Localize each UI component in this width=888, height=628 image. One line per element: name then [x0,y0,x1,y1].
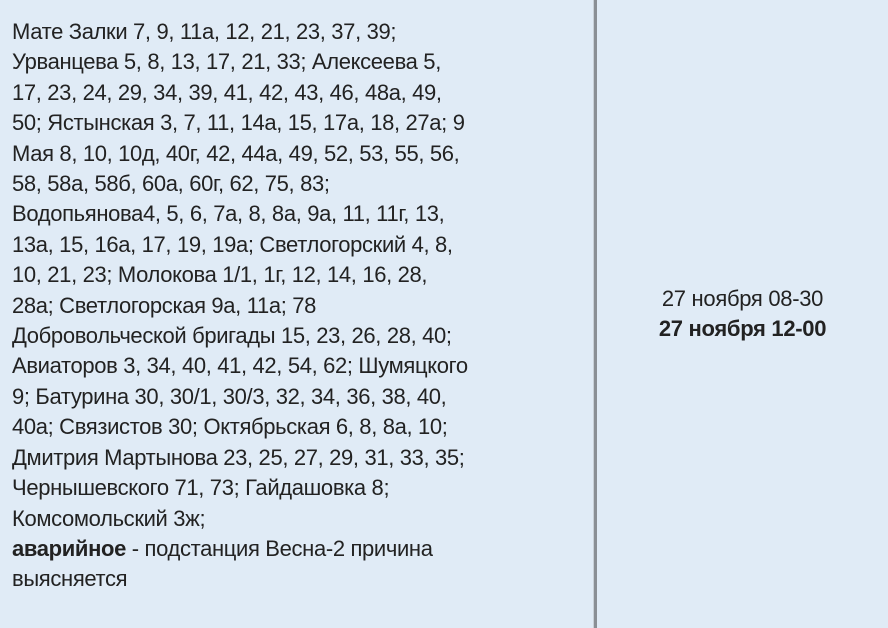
address-line: 10, 21, 23; Молокова 1/1, 1г, 12, 14, 16… [12,262,428,288]
address-line: 28а; Светлогорская 9а, 11а; 78 [12,292,317,318]
address-line: Авиаторов 3, 34, 40, 41, 42, 54, 62; Шум… [12,353,468,379]
address-line: Урванцева 5, 8, 13, 17, 21, 33; Алексеев… [12,49,441,75]
reason-line-2: выясняется [12,566,128,592]
start-time: 27 ноября 08-30 [661,286,824,311]
reason-text: - подстанция Весна-2 причина [126,535,433,561]
address-line: 40а; Связистов 30; Октябрьская 6, 8, 8а,… [12,414,448,440]
reason-line: аварийное - подстанция Весна-2 причина [12,534,468,564]
address-line: 13а, 15, 16а, 17, 19, 19а; Светлогорский… [12,231,453,257]
address-line: 50; Ястынская 3, 7, 11, 14а, 15, 17а, 18… [12,110,465,136]
address-line: Дмитрия Мартынова 23, 25, 27, 29, 31, 33… [12,444,465,470]
address-line: 58, 58а, 58б, 60а, 60г, 62, 75, 83; [12,171,330,197]
address-line: Мате Залки 7, 9, 11а, 12, 21, 23, 37, 39… [12,19,397,44]
column-divider [593,0,597,628]
addresses-text: Мате Залки 7, 9, 11а, 12, 21, 23, 37, 39… [12,17,468,595]
addresses-cell: Мате Залки 7, 9, 11а, 12, 21, 23, 37, 39… [12,17,468,595]
time-cell: 27 ноября 08-30 27 ноября 12-00 [597,0,888,628]
address-line: Комсомольский 3ж; [12,505,206,531]
outage-type: аварийное [12,535,127,561]
address-line: 9; Батурина 30, 30/1, 30/3, 32, 34, 36, … [12,383,447,409]
address-line: Добровольческой бригады 15, 23, 26, 28, … [12,323,452,349]
address-line: Мая 8, 10, 10д, 40г, 42, 44а, 49, 52, 53… [12,140,460,166]
end-time: 27 ноября 12-00 [658,316,827,341]
address-line: Чернышевского 71, 73; Гайдашовка 8; [12,475,390,501]
address-line: 17, 23, 24, 29, 34, 39, 41, 42, 43, 46, … [12,79,442,105]
address-line: Водопьянова4, 5, 6, 7а, 8, 8а, 9а, 11, 1… [12,201,445,227]
